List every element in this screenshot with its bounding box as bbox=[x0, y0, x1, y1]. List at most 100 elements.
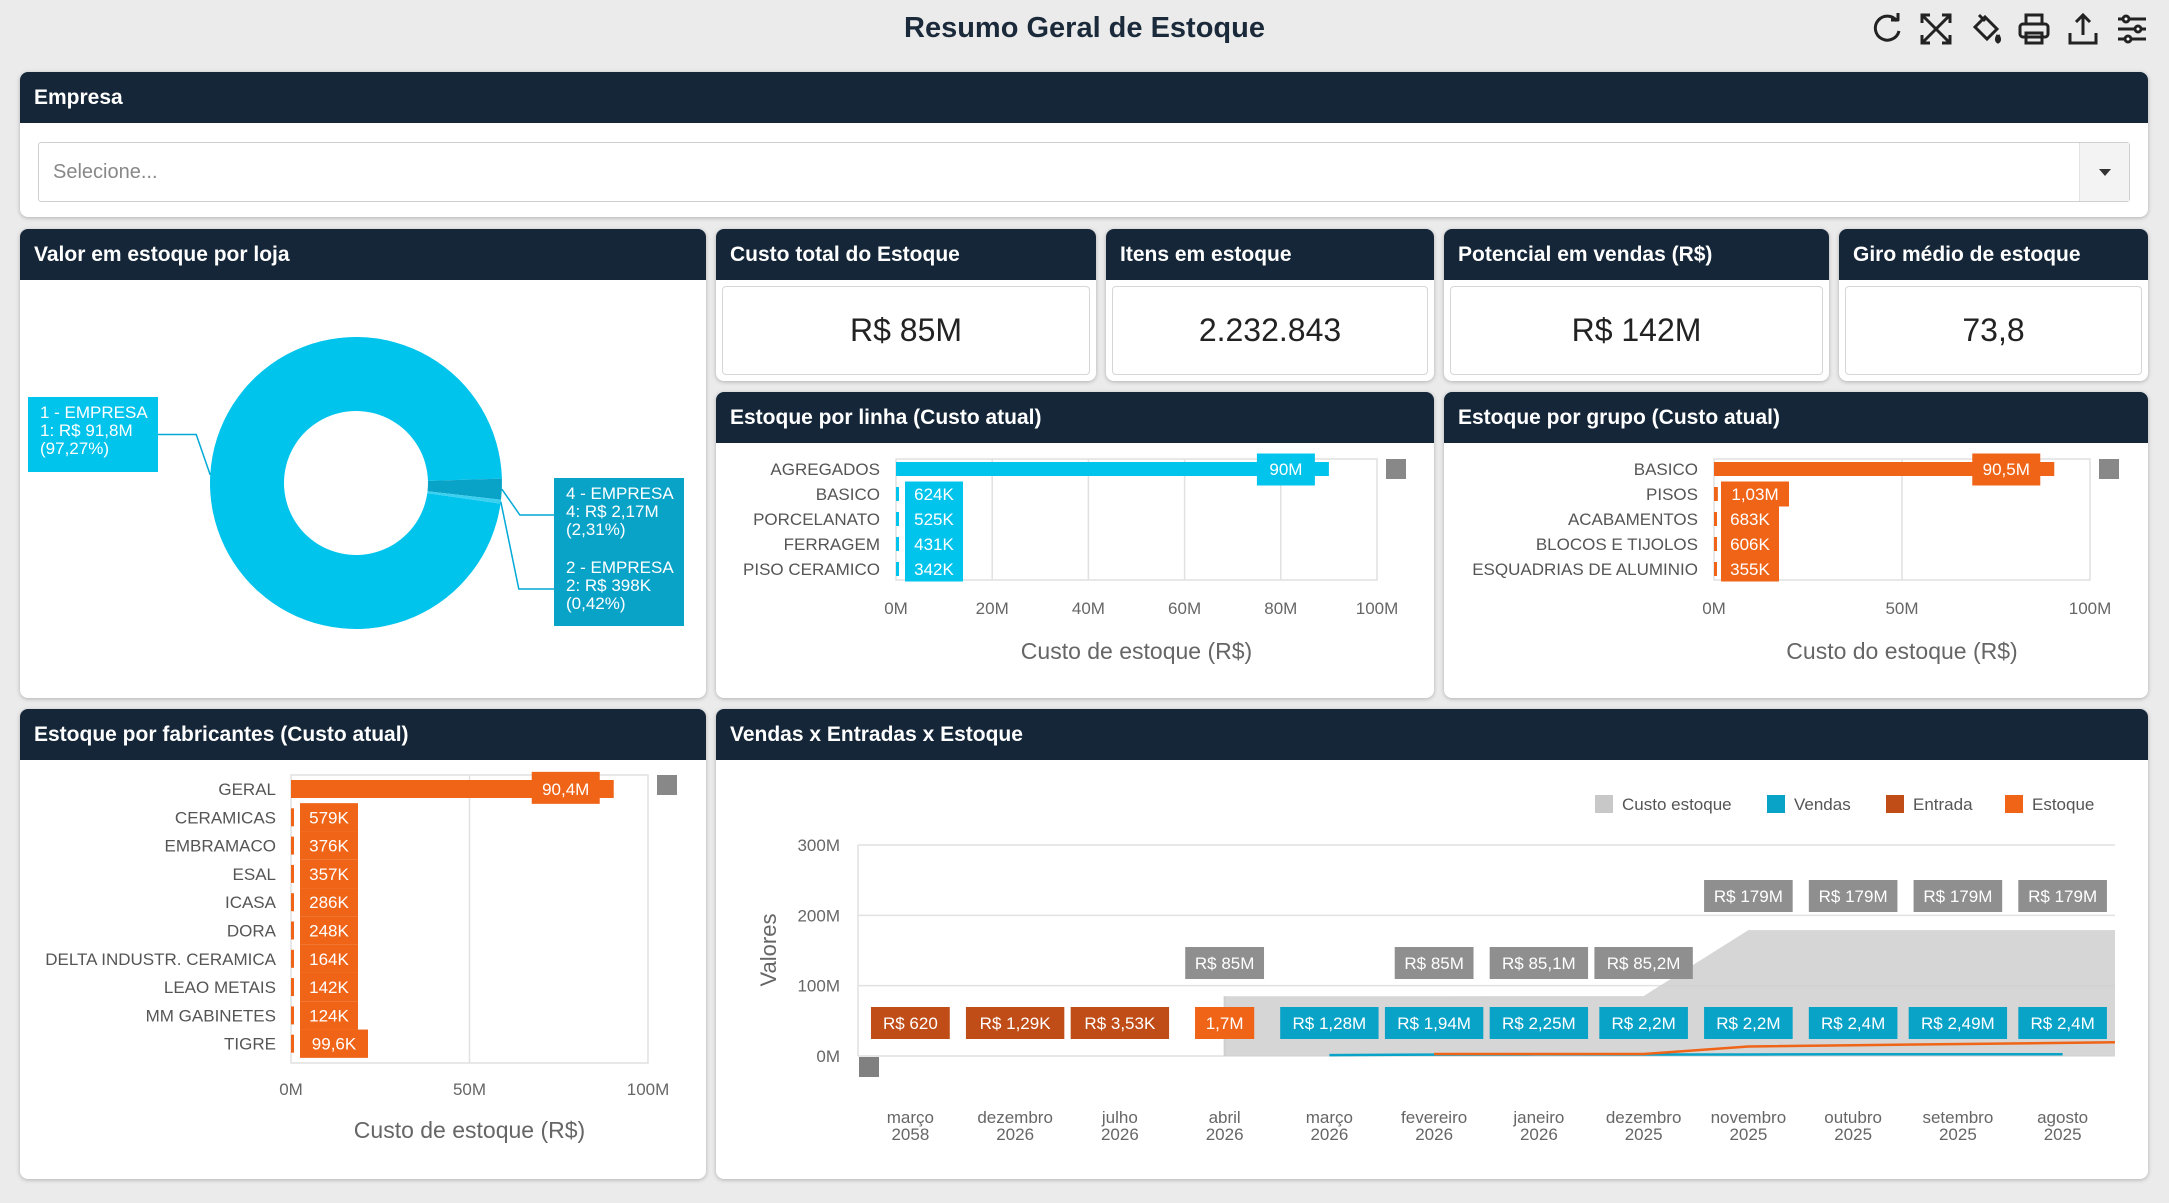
data-label-box bbox=[1489, 1007, 1589, 1039]
bar bbox=[896, 487, 900, 501]
kpi-potencial: Potencial em vendas (R$) R$ 142M bbox=[1444, 229, 1829, 381]
data-label: R$ 2,4M bbox=[1821, 1014, 1885, 1033]
legend-label: Estoque bbox=[2032, 795, 2094, 814]
x-tick-label: 2026 bbox=[1206, 1125, 1244, 1144]
category-label: DELTA INDUSTR. CERAMICA bbox=[45, 950, 276, 969]
data-label-box bbox=[1394, 947, 1474, 979]
category-label: CERAMICAS bbox=[175, 808, 276, 827]
data-label-box bbox=[1070, 1007, 1170, 1039]
category-label: AGREGADOS bbox=[770, 460, 880, 479]
filter-settings-icon[interactable] bbox=[2113, 10, 2151, 48]
empresa-panel: Empresa Selecione... bbox=[20, 72, 2148, 217]
donut-label: 2 - EMPRESA bbox=[566, 558, 674, 577]
data-label-box bbox=[300, 972, 358, 1002]
vendas-chart: 0M 100M 200M 300M Valores Custo estoque Vendas… bbox=[756, 795, 2116, 1144]
export-icon[interactable] bbox=[2064, 10, 2102, 48]
donut-panel: Valor em estoque por loja 1 - EMPRESA 1: … bbox=[20, 229, 706, 698]
donut-label: 4: R$ 2,17M bbox=[566, 502, 659, 521]
donut-label-box bbox=[554, 552, 684, 626]
category-label: EMBRAMACO bbox=[165, 837, 276, 856]
bar bbox=[896, 512, 899, 526]
x-tick-label: 2026 bbox=[1101, 1125, 1139, 1144]
data-label: 355K bbox=[1730, 560, 1770, 579]
data-label-box bbox=[300, 888, 358, 917]
data-label: R$ 85,1M bbox=[1502, 954, 1576, 973]
y-tick-label: 0M bbox=[816, 1047, 840, 1066]
donut-label-box bbox=[28, 397, 158, 472]
fabricantes-panel: Estoque por fabricantes (Custo atual) 0M… bbox=[20, 709, 706, 1179]
data-label-box bbox=[1594, 947, 1693, 979]
data-label-box bbox=[905, 481, 963, 507]
bar bbox=[1714, 537, 1717, 551]
legend-swatch bbox=[657, 775, 677, 795]
category-label: ESAL bbox=[233, 865, 276, 884]
data-label-box bbox=[1913, 880, 2003, 912]
x-tick-label: 2025 bbox=[1939, 1125, 1977, 1144]
bar bbox=[291, 836, 294, 855]
data-label: 342K bbox=[914, 560, 954, 579]
kpi-giro-value: 73,8 bbox=[1845, 286, 2142, 375]
x-tick-label: 2025 bbox=[1625, 1125, 1663, 1144]
data-label-box bbox=[2018, 880, 2107, 912]
kpi-custo-total-title: Custo total do Estoque bbox=[716, 229, 1096, 280]
data-label-box bbox=[905, 531, 963, 557]
category-label: MM GABINETES bbox=[146, 1006, 276, 1025]
data-label-box bbox=[1185, 947, 1265, 979]
paint-bucket-icon[interactable] bbox=[1966, 10, 2004, 48]
vendas-panel: Vendas x Entradas x Estoque 0M 100M 200M 30… bbox=[716, 709, 2148, 1179]
empresa-select[interactable]: Selecione... bbox=[38, 142, 2130, 202]
legend-swatch bbox=[2005, 795, 2023, 813]
data-label: 124K bbox=[309, 1006, 349, 1025]
data-label-box bbox=[1808, 1007, 1898, 1039]
data-label: 579K bbox=[309, 808, 349, 827]
data-label: 683K bbox=[1730, 510, 1770, 529]
linha-chart: 0M 20M 40M 60M 80M 100M Custo de estoque (R$) A… bbox=[743, 453, 1406, 664]
data-label: R$ 179M bbox=[1923, 887, 1992, 906]
print-icon[interactable] bbox=[2015, 10, 2053, 48]
donut-label: 1 - EMPRESA bbox=[40, 403, 148, 422]
donut-title: Valor em estoque por loja bbox=[20, 229, 706, 280]
kpi-potencial-value: R$ 142M bbox=[1450, 286, 1823, 375]
chevron-down-icon[interactable] bbox=[2079, 143, 2129, 201]
vendas-title: Vendas x Entradas x Estoque bbox=[716, 709, 2148, 760]
data-label: 90,5M bbox=[1983, 460, 2030, 479]
data-label: 525K bbox=[914, 510, 954, 529]
y-tick-label: 100M bbox=[797, 977, 840, 996]
data-label: R$ 2,4M bbox=[2031, 1014, 2095, 1033]
toolbar bbox=[1868, 10, 2151, 48]
kpi-custo-total-value: R$ 85M bbox=[722, 286, 1090, 375]
data-label-box bbox=[300, 1001, 358, 1030]
data-label: R$ 2,2M bbox=[1716, 1014, 1780, 1033]
data-label: R$ 1,28M bbox=[1293, 1014, 1367, 1033]
kpi-custo-total: Custo total do Estoque R$ 85M bbox=[716, 229, 1096, 381]
donut-label: 2: R$ 398K bbox=[566, 576, 652, 595]
x-tick-label: julho bbox=[1101, 1108, 1138, 1127]
grupo-panel: Estoque por grupo (Custo atual) 0M 50M 100… bbox=[1444, 392, 2148, 698]
category-label: DORA bbox=[227, 922, 277, 941]
category-label: GERAL bbox=[218, 780, 276, 799]
x-tick-label: 50M bbox=[453, 1080, 486, 1099]
x-tick-label: dezembro bbox=[1606, 1108, 1682, 1127]
x-tick-label: 2058 bbox=[891, 1125, 929, 1144]
data-label-box bbox=[905, 556, 963, 582]
grupo-title: Estoque por grupo (Custo atual) bbox=[1444, 392, 2148, 443]
data-label: 248K bbox=[309, 922, 349, 941]
empresa-select-placeholder: Selecione... bbox=[53, 161, 158, 183]
x-tick-label: 80M bbox=[1264, 599, 1297, 618]
y-tick-label: 300M bbox=[797, 836, 840, 855]
data-label: R$ 85M bbox=[1404, 954, 1464, 973]
kpi-giro: Giro médio de estoque 73,8 bbox=[1839, 229, 2148, 381]
data-label-box bbox=[2018, 1007, 2107, 1039]
data-label-box bbox=[1808, 880, 1898, 912]
data-label: 142K bbox=[309, 978, 349, 997]
data-label-box bbox=[1721, 531, 1779, 557]
x-tick-label: 100M bbox=[2069, 599, 2112, 618]
donut-slice bbox=[427, 478, 502, 500]
data-label: 99,6K bbox=[312, 1035, 357, 1054]
refresh-icon[interactable] bbox=[1868, 10, 1906, 48]
x-tick-label: 2025 bbox=[2044, 1125, 2082, 1144]
donut-label-box bbox=[554, 478, 684, 552]
category-label: FERRAGEM bbox=[784, 535, 880, 554]
category-label: PORCELANATO bbox=[753, 510, 880, 529]
fullscreen-icon[interactable] bbox=[1917, 10, 1955, 48]
